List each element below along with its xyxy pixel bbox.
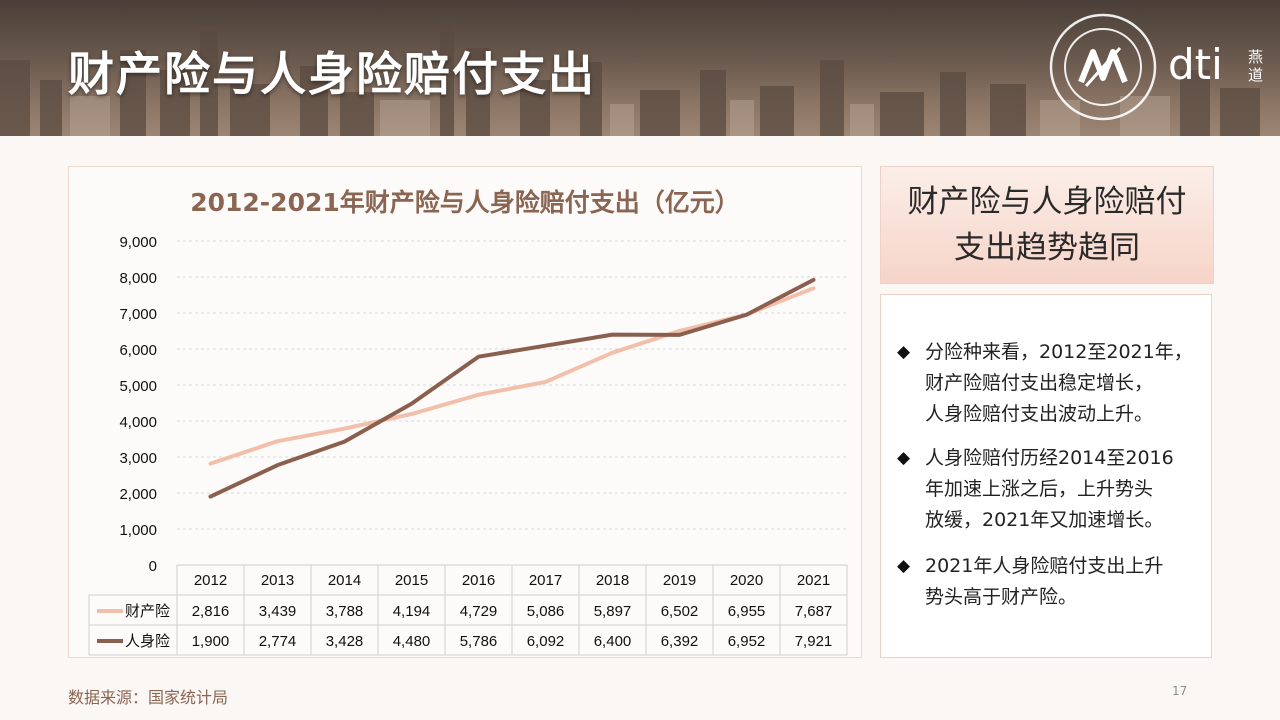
diamond-bullet-icon: ◆ bbox=[897, 342, 911, 362]
data-table-value: 7,921 bbox=[795, 633, 833, 650]
data-table-value: 3,428 bbox=[326, 633, 364, 650]
y-tick-label: 6,000 bbox=[119, 342, 157, 359]
data-table-value: 4,480 bbox=[393, 633, 431, 650]
y-tick-label: 3,000 bbox=[119, 450, 157, 467]
legend-series-name: 人身险 bbox=[125, 632, 170, 650]
summary-title-line: 财产险与人身险赔付 bbox=[907, 184, 1187, 220]
x-category-label: 2013 bbox=[261, 572, 294, 589]
bullet-line: 放缓，2021年又加速增长。 bbox=[925, 509, 1164, 531]
chart-title: 2012-2021年财产险与人身险赔付支出（亿元） bbox=[190, 188, 740, 217]
data-table-value: 2,816 bbox=[192, 603, 230, 620]
bullet-line: 分险种来看，2012至2021年， bbox=[925, 341, 1193, 363]
x-category-label: 2021 bbox=[797, 572, 830, 589]
data-table-value: 6,392 bbox=[661, 633, 699, 650]
y-tick-label: 5,000 bbox=[119, 378, 157, 395]
bullet-line: 财产险赔付支出稳定增长， bbox=[925, 372, 1154, 394]
data-table-value: 6,092 bbox=[527, 633, 565, 650]
bullet-point: ◆ 2021年人身险赔付支出上升 势头高于财产险。 bbox=[897, 551, 1207, 613]
y-tick-label: 2,000 bbox=[119, 486, 157, 503]
y-tick-label: 0 bbox=[149, 558, 157, 575]
series-line-property bbox=[208, 286, 816, 466]
data-source-note: 数据来源：国家统计局 bbox=[68, 688, 229, 707]
bullet-line: 2021年人身险赔付支出上升 bbox=[925, 555, 1164, 577]
data-table-value: 6,952 bbox=[728, 633, 766, 650]
bullet-line: 年加速上涨之后，上升势头 bbox=[925, 478, 1154, 500]
y-tick-label: 1,000 bbox=[119, 522, 157, 539]
y-tick-label: 8,000 bbox=[119, 270, 157, 287]
summary-title: 财产险与人身险赔付 支出趋势趋同 bbox=[881, 179, 1213, 271]
key-points-box: ◆ 分险种来看，2012至2021年， 财产险赔付支出稳定增长， 人身险赔付支出… bbox=[880, 294, 1212, 658]
data-table-value: 6,400 bbox=[594, 633, 632, 650]
dti-logo-text: dti bbox=[1168, 40, 1223, 89]
bullet-point: ◆ 分险种来看，2012至2021年， 财产险赔付支出稳定增长， 人身险赔付支出… bbox=[897, 337, 1207, 430]
x-category-label: 2012 bbox=[194, 572, 227, 589]
research-center-seal-logo bbox=[1049, 13, 1157, 121]
summary-title-line: 支出趋势趋同 bbox=[954, 230, 1140, 266]
x-category-label: 2015 bbox=[395, 572, 428, 589]
data-table-value: 4,729 bbox=[460, 603, 498, 620]
page-title: 财产险与人身险赔付支出 bbox=[68, 47, 596, 101]
y-tick-label: 9,000 bbox=[119, 234, 157, 251]
diamond-bullet-icon: ◆ bbox=[897, 556, 911, 576]
series-line-life bbox=[208, 277, 816, 499]
x-category-label: 2014 bbox=[328, 572, 361, 589]
data-table-value: 5,786 bbox=[460, 633, 498, 650]
x-category-label: 2019 bbox=[663, 572, 696, 589]
summary-title-box: 财产险与人身险赔付 支出趋势趋同 bbox=[880, 166, 1214, 284]
data-table-value: 7,687 bbox=[795, 603, 833, 620]
x-category-label: 2016 bbox=[462, 572, 495, 589]
data-table-value: 3,788 bbox=[326, 603, 364, 620]
dti-logo-subtext: 燕道 bbox=[1248, 48, 1264, 84]
y-tick-label: 4,000 bbox=[119, 414, 157, 431]
line-chart: 0 1,000 2,000 3,000 4,000 5,000 6,000 7,000 8,00… bbox=[88, 234, 848, 656]
data-table-value: 2,774 bbox=[259, 633, 297, 650]
data-table-value: 4,194 bbox=[393, 603, 431, 620]
chart-panel: 2012-2021年财产险与人身险赔付支出（亿元） 0 1,000 2,000 3,0… bbox=[68, 166, 862, 658]
bullet-point: ◆ 人身险赔付历经2014至2016 年加速上涨之后，上升势头 放缓，2021年… bbox=[897, 443, 1207, 536]
bullet-line: 人身险赔付支出波动上升。 bbox=[925, 403, 1154, 425]
bullet-line: 势头高于财产险。 bbox=[925, 586, 1078, 608]
header-banner: 财产险与人身险赔付支出 dti 燕道 bbox=[0, 0, 1280, 136]
diamond-bullet-icon: ◆ bbox=[897, 448, 911, 468]
city-skyline-image bbox=[0, 20, 1260, 136]
data-table-value: 5,086 bbox=[527, 603, 565, 620]
x-category-label: 2020 bbox=[730, 572, 763, 589]
x-category-label: 2017 bbox=[529, 572, 562, 589]
data-table-value: 1,900 bbox=[192, 633, 230, 650]
data-table-value: 5,897 bbox=[594, 603, 632, 620]
page-number: 17 bbox=[1172, 684, 1188, 698]
data-table-value: 6,502 bbox=[661, 603, 699, 620]
data-table-value: 6,955 bbox=[728, 603, 766, 620]
bullet-line: 人身险赔付历经2014至2016 bbox=[925, 447, 1174, 469]
legend-series-name: 财产险 bbox=[125, 602, 170, 620]
y-tick-label: 7,000 bbox=[119, 306, 157, 323]
data-table-value: 3,439 bbox=[259, 603, 297, 620]
x-category-label: 2018 bbox=[596, 572, 629, 589]
